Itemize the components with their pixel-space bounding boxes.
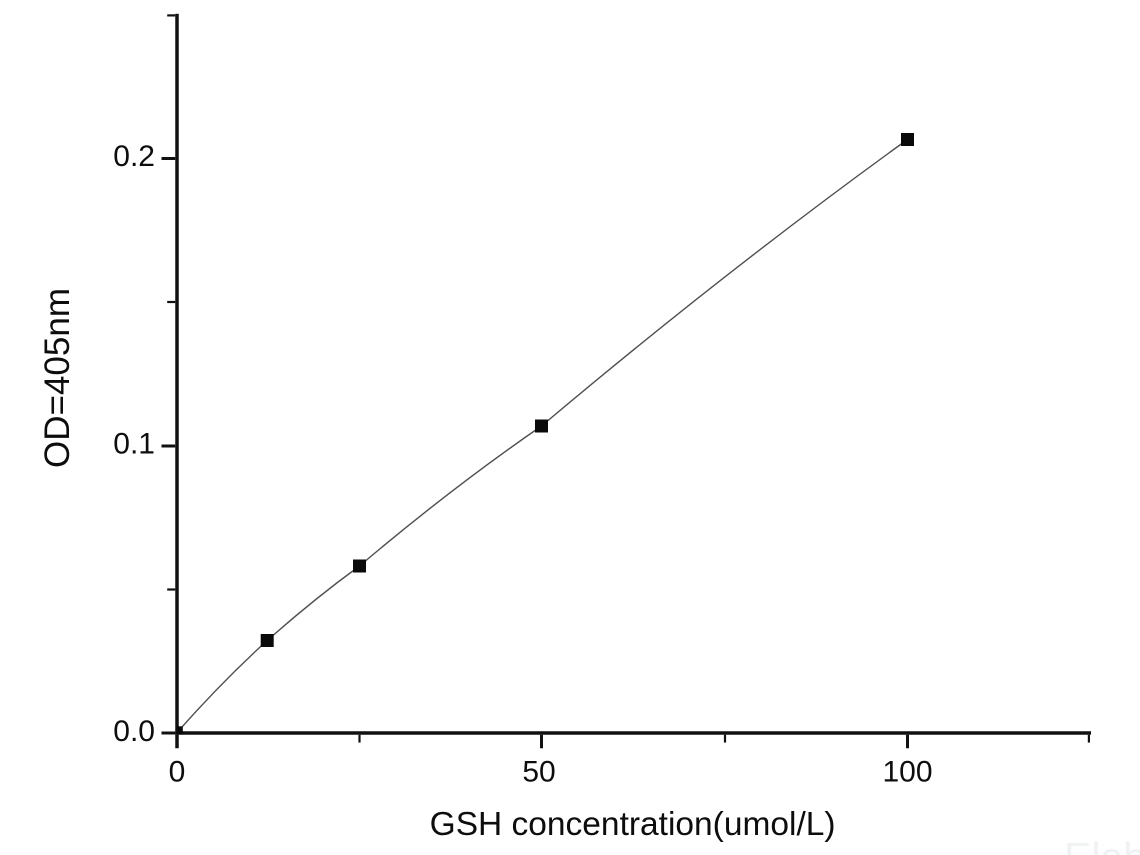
svg-text:GSH concentration(umol/L): GSH concentration(umol/L)	[430, 806, 836, 843]
svg-text:0.1: 0.1	[113, 427, 155, 460]
svg-text:50: 50	[522, 756, 555, 789]
svg-text:0.0: 0.0	[113, 715, 155, 748]
svg-text:OD=405nm: OD=405nm	[38, 288, 77, 468]
svg-text:0.2: 0.2	[113, 140, 155, 173]
svg-text:Elabscience: Elabscience	[1064, 834, 1140, 855]
svg-text:100: 100	[882, 756, 932, 789]
svg-text:0: 0	[169, 756, 186, 789]
